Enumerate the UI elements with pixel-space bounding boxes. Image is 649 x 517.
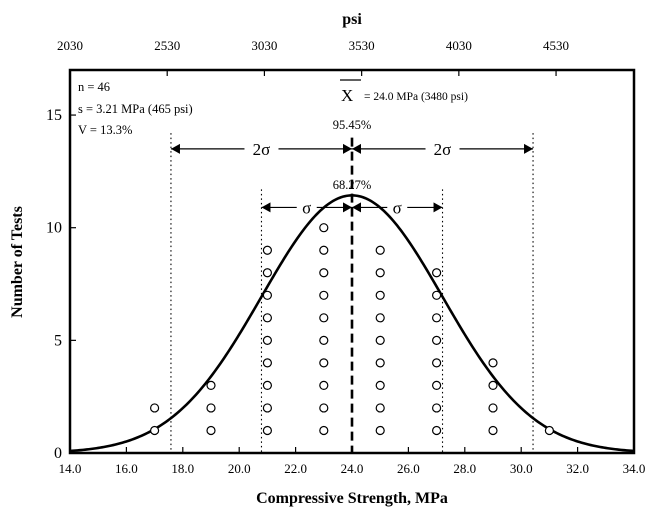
data-point xyxy=(375,380,385,391)
x2-tick-label: 4030 xyxy=(446,38,472,53)
y-tick-label: 15 xyxy=(46,107,62,124)
arrows-layer: 2σ 2σ σ σ xyxy=(170,140,534,217)
data-point xyxy=(375,313,385,323)
data-point xyxy=(262,380,272,391)
data-point xyxy=(262,268,272,278)
two-sigma-left-arrow-label: 2σ xyxy=(253,140,271,159)
data-point xyxy=(262,358,272,368)
data-point xyxy=(319,223,329,233)
x-tick-label: 20.0 xyxy=(228,461,251,476)
points-layer xyxy=(150,223,555,436)
mean-label: = 24.0 MPa (3480 psi) xyxy=(364,91,468,103)
data-point xyxy=(544,425,555,436)
data-point xyxy=(488,358,498,368)
x2-tick-label: 4530 xyxy=(543,38,569,53)
data-point xyxy=(262,335,272,345)
x2-tick-label: 2030 xyxy=(57,38,83,53)
data-point xyxy=(150,425,160,436)
x-tick-label: 28.0 xyxy=(453,461,476,476)
data-point xyxy=(488,425,498,436)
data-point xyxy=(432,268,442,278)
x2-tick-label: 3030 xyxy=(251,38,277,53)
x-tick-label: 16.0 xyxy=(115,461,138,476)
curve-layer xyxy=(69,194,635,453)
data-point xyxy=(262,290,272,300)
data-point xyxy=(150,403,160,413)
y-tick-label: 5 xyxy=(54,332,62,349)
data-point xyxy=(262,403,272,413)
x-tick-label: 24.0 xyxy=(341,461,364,476)
data-point xyxy=(319,358,329,368)
two-sigma-percent: 95.45% xyxy=(333,118,372,132)
data-point xyxy=(375,403,385,413)
data-point xyxy=(432,335,442,345)
x-tick-label: 32.0 xyxy=(566,461,589,476)
data-point xyxy=(375,425,385,436)
x-tick-label: 18.0 xyxy=(171,461,194,476)
x-axis-title: Compressive Strength, MPa xyxy=(256,490,448,507)
two-sigma-right-arrow-arrowhead xyxy=(352,143,361,154)
sigma-lines-layer xyxy=(170,133,534,453)
data-point xyxy=(488,403,498,413)
one-sigma-right-arrow-arrowhead xyxy=(352,202,361,213)
x2-tick-label: 2530 xyxy=(154,38,180,53)
data-point xyxy=(262,245,272,255)
data-point xyxy=(432,290,442,300)
one-sigma-left-arrow-arrowhead xyxy=(261,202,271,213)
data-point xyxy=(375,358,385,368)
data-point xyxy=(206,380,216,391)
data-point xyxy=(319,380,329,391)
data-point xyxy=(319,403,329,413)
y-tick-label: 0 xyxy=(54,445,62,462)
data-point xyxy=(262,425,272,436)
top-axis-title: psi xyxy=(342,11,362,28)
y-tick-label: 10 xyxy=(46,220,62,237)
data-point xyxy=(319,425,329,436)
data-point xyxy=(432,380,442,391)
data-point xyxy=(262,313,272,323)
data-point xyxy=(432,313,442,323)
one-sigma-left-arrow-label: σ xyxy=(302,198,311,217)
data-point xyxy=(488,380,498,391)
two-sigma-left-arrow-arrowhead xyxy=(170,143,180,154)
stat-s: s = 3.21 MPa (465 psi) xyxy=(78,102,193,116)
data-point xyxy=(375,335,385,345)
one-sigma-left-arrow-arrowhead xyxy=(343,202,352,213)
two-sigma-right-arrow-arrowhead xyxy=(524,143,534,154)
data-point xyxy=(319,245,329,255)
x-tick-label: 26.0 xyxy=(397,461,420,476)
data-point xyxy=(206,425,216,436)
data-point xyxy=(432,425,442,436)
data-point xyxy=(375,245,385,255)
data-point xyxy=(319,313,329,323)
two-sigma-left-arrow-arrowhead xyxy=(343,143,352,154)
normal-curve xyxy=(69,194,635,453)
data-point xyxy=(319,290,329,300)
data-point xyxy=(432,358,442,368)
two-sigma-right-arrow-label: 2σ xyxy=(434,140,452,159)
one-sigma-right-arrow-label: σ xyxy=(393,198,402,217)
x-tick-label: 30.0 xyxy=(510,461,533,476)
data-point xyxy=(206,403,216,413)
one-sigma-right-arrow-arrowhead xyxy=(433,202,443,213)
x-tick-label: 34.0 xyxy=(623,461,646,476)
x-tick-label: 22.0 xyxy=(284,461,307,476)
data-point xyxy=(319,268,329,278)
stat-v: V = 13.3% xyxy=(78,123,132,137)
data-point xyxy=(432,403,442,413)
axes-layer: 14.0 16.0 18.0 20.0 22.0 24.0 26.0 28.0 30.0 32.0… xyxy=(46,38,645,476)
data-point xyxy=(319,335,329,345)
stat-n: n = 46 xyxy=(78,80,110,94)
x2-tick-label: 3530 xyxy=(349,38,375,53)
data-point xyxy=(375,268,385,278)
data-point xyxy=(375,290,385,300)
mean-symbol: X xyxy=(341,86,353,105)
y-axis-title: Number of Tests xyxy=(9,206,26,318)
x-tick-label: 14.0 xyxy=(59,461,82,476)
